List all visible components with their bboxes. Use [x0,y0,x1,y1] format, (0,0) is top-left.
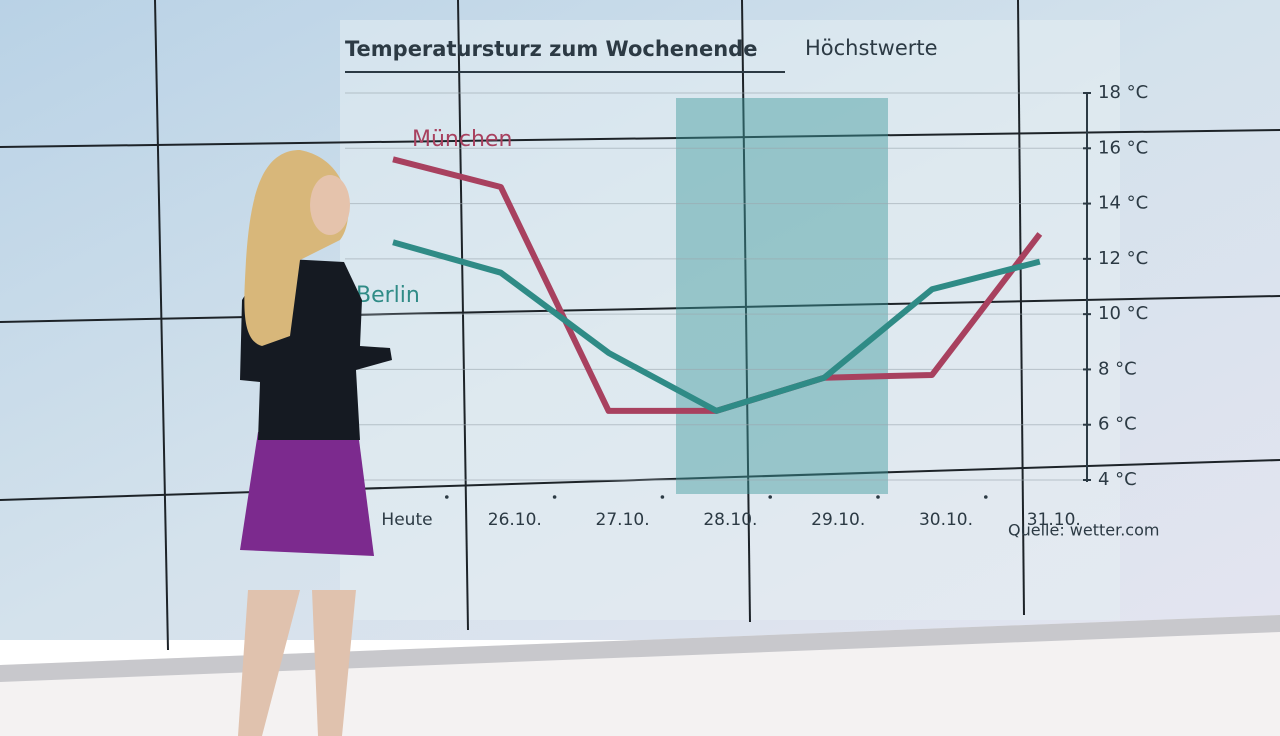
x-tick-label: Heute [381,510,432,530]
x-tick-dot [984,495,988,499]
y-tick-label: 12 °C [1098,248,1148,269]
x-tick-label: 31.10. [1027,510,1081,530]
plot: 4 °C 6 °C 8 °C 10 °C 12 °C 14 °C 16 °C 18 °C Heu… [345,82,1148,530]
chart-panel [340,20,1120,620]
y-tick-label: 18 °C [1098,82,1148,103]
x-tick-label: 27.10. [596,510,650,530]
x-tick-label: 29.10. [811,510,865,530]
x-tick-label: 30.10. [919,510,973,530]
x-tick-dot [876,495,880,499]
x-tick-label: 28.10. [703,510,757,530]
series-label: Berlin [356,283,420,308]
x-tick-dot [768,495,772,499]
y-tick-label: 6 °C [1098,414,1137,435]
x-tick-dot [552,495,557,499]
x-tick-label: 26.10. [488,510,542,530]
x-tick-dot [445,495,449,499]
series-line [392,239,1041,414]
chart-subtitle: Höchstwerte [805,36,938,60]
y-tick-label: 8 °C [1098,358,1137,379]
presenter [238,150,392,736]
x-tick-dot [660,495,665,499]
y-tick-label: 14 °C [1098,193,1148,214]
y-tick-label: 4 °C [1098,469,1137,490]
y-tick-label: 10 °C [1098,303,1148,324]
weekend-band [676,98,888,494]
series-label: München [412,127,512,152]
source: Quelle: wetter.com [1008,521,1159,540]
y-tick-label: 16 °C [1098,137,1148,158]
chart-title: Temperatursturz zum Wochenende [345,37,757,61]
